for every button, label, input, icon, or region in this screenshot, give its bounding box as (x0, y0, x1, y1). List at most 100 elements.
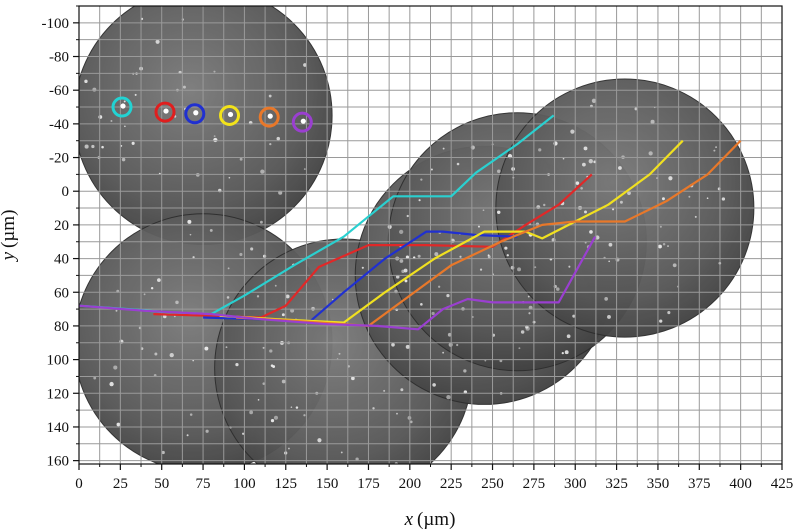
speckle (459, 255, 462, 258)
speckle (438, 285, 441, 288)
speckle (659, 319, 663, 323)
speckle (115, 309, 118, 312)
speckle (706, 197, 709, 200)
speckle (650, 119, 655, 124)
speckle (430, 168, 433, 171)
speckle (303, 168, 306, 170)
speckle (572, 314, 576, 318)
speckle (303, 414, 306, 417)
x-tick-label: 325 (605, 476, 628, 492)
speckle (591, 98, 597, 103)
speckle (479, 268, 483, 271)
speckle (417, 254, 421, 258)
y-tick-label: 40 (54, 252, 69, 268)
speckle (447, 332, 452, 337)
speckle (648, 151, 653, 156)
trajectory-4 (219, 139, 684, 324)
speckle (715, 146, 717, 149)
start-marker-1 (111, 96, 133, 118)
speckle (110, 120, 113, 122)
speckle (588, 159, 593, 164)
speckle (276, 136, 281, 141)
speckle (350, 486, 352, 488)
speckle (120, 145, 123, 147)
speckle (406, 214, 409, 218)
speckle (217, 188, 222, 193)
start-marker-6 (291, 111, 313, 133)
speckle (487, 254, 490, 257)
speckle (528, 312, 531, 315)
speckle (667, 245, 669, 248)
speckle (213, 135, 216, 138)
speckle (564, 350, 569, 355)
speckle (409, 420, 413, 424)
speckle (269, 142, 272, 146)
speckle (93, 376, 97, 380)
speckle (477, 225, 480, 228)
speckle (113, 365, 118, 370)
speckle (372, 407, 375, 410)
speckle (688, 195, 691, 198)
x-axis-title: x (µm) (404, 509, 456, 530)
speckle (270, 364, 274, 367)
speckle (317, 438, 322, 443)
speckle (169, 352, 174, 358)
speckle (281, 379, 286, 384)
y-axis-title: y (µm) (0, 210, 19, 263)
speckle (262, 382, 266, 385)
speckle (189, 233, 192, 236)
speckle (303, 63, 307, 67)
y-tick-label: -100 (42, 16, 70, 32)
speckle (213, 137, 218, 143)
speckle (361, 266, 364, 269)
speckle (496, 169, 501, 174)
speckle (268, 94, 272, 98)
speckle (355, 457, 359, 461)
speckle (109, 381, 114, 387)
x-tick-label: 50 (154, 476, 169, 492)
speckle (584, 210, 587, 214)
speckle (612, 208, 615, 211)
speckle (482, 209, 485, 212)
x-axis-unit: (µm) (417, 509, 455, 530)
speckle (562, 157, 565, 160)
speckle (446, 394, 451, 400)
speckle (395, 275, 400, 279)
speckle (721, 197, 726, 201)
start-particle-1 (120, 103, 126, 109)
speckle (290, 406, 293, 408)
speckle (658, 244, 662, 249)
y-tick-label: 60 (54, 285, 69, 301)
x-tick-label: 375 (688, 476, 711, 492)
speckle (269, 349, 273, 353)
speckle (131, 141, 135, 145)
x-tick-label: 400 (729, 476, 752, 492)
speckle (143, 293, 146, 296)
speckle (256, 295, 260, 298)
speckle (400, 388, 404, 392)
y-tick-label: -40 (49, 117, 69, 133)
y-tick-label: 140 (47, 420, 70, 436)
speckle (608, 242, 613, 247)
speckle (155, 39, 160, 44)
start-particle-5 (267, 113, 273, 119)
speckle (387, 224, 392, 229)
speckle (228, 176, 231, 179)
speckle (543, 203, 546, 207)
x-tick-label: 75 (196, 476, 211, 492)
speckle (618, 166, 622, 170)
speckle (213, 70, 216, 73)
y-tick-label: -20 (49, 151, 69, 167)
speckle (187, 219, 192, 224)
x-tick-label: 350 (647, 476, 670, 492)
speckle (506, 254, 509, 257)
speckle (463, 369, 467, 373)
speckle (257, 398, 260, 401)
speckle (84, 144, 89, 149)
speckle (205, 429, 209, 433)
x-tick-label: 100 (233, 476, 256, 492)
y-axis-ticks: -100 -80 -60 -40 -20 0 20 40 60 80 100 120 140 160 (42, 5, 79, 470)
speckle (434, 252, 439, 257)
speckle (517, 267, 521, 272)
